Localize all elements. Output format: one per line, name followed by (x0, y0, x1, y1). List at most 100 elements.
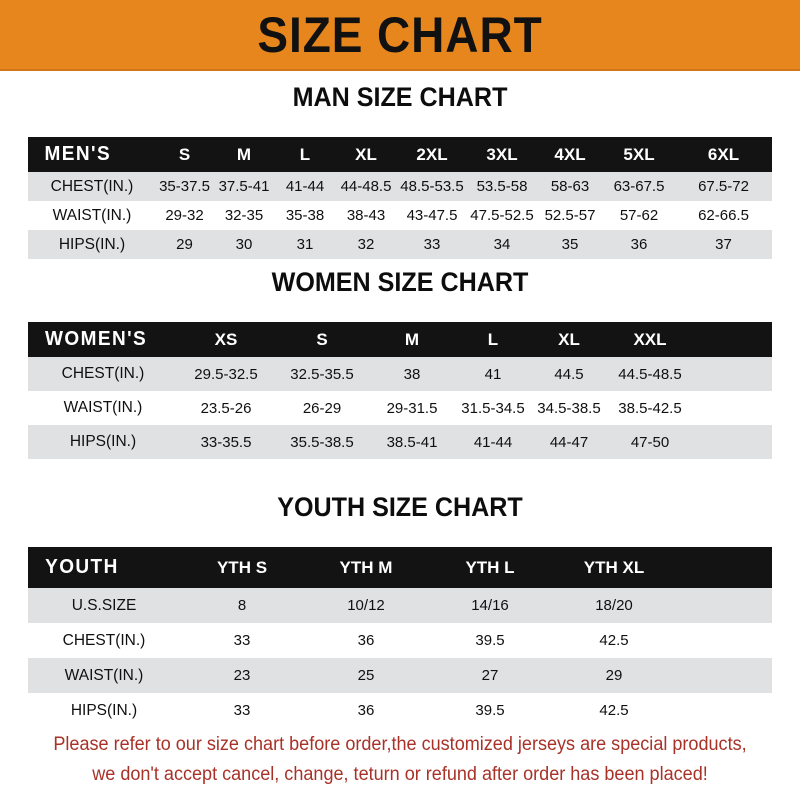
youth-chest-xl: 42.5 (599, 632, 629, 649)
men-col-header-xl: XL (355, 144, 377, 164)
youth-ussize-spacer (676, 588, 772, 623)
men-hips-m: 30 (235, 236, 253, 253)
men-chest-s: 35-37.5 (159, 178, 210, 195)
men-chest-6xl: 67.5-72 (698, 178, 749, 195)
women-hips-xl: 44-47 (549, 433, 589, 451)
women-section-title: WOMEN SIZE CHART (271, 267, 529, 297)
women-chest-xxl: 44.5-48.5 (618, 365, 682, 383)
table-row: WAIST(IN.) 23.5-26 26-29 29-31.5 31.5-34… (28, 391, 772, 425)
table-row: CHEST(IN.) 35-37.5 37.5-41 41-44 44-48.5… (28, 172, 772, 201)
women-chest-m: 38 (403, 365, 421, 383)
men-col-header-m: M (236, 144, 252, 164)
table-row: HIPS(IN.) 29 30 31 32 33 34 35 36 37 (28, 230, 772, 259)
footer-notice-line-2: we don't accept cancel, change, teturn o… (92, 764, 708, 785)
youth-waist-m: 25 (357, 667, 375, 684)
women-col-header-s: S (316, 329, 328, 349)
men-col-header-2xl: 2XL (416, 144, 448, 164)
table-row: CHEST(IN.) 33 36 39.5 42.5 (28, 623, 772, 658)
youth-hips-s: 33 (233, 702, 251, 719)
youth-row-label-hips: HIPS(IN.) (70, 701, 138, 719)
men-row-label-waist: WAIST(IN.) (52, 206, 132, 224)
youth-chest-spacer (676, 623, 772, 658)
men-row-label-chest: CHEST(IN.) (50, 177, 134, 195)
women-header-row: WOMEN'S XS S M L XL XXL (28, 322, 772, 357)
page-banner: SIZE CHART (0, 0, 800, 71)
youth-row-label-chest: CHEST(IN.) (62, 631, 146, 649)
men-chest-l: 41-44 (285, 178, 325, 195)
women-chest-xl: 44.5 (554, 365, 584, 383)
women-waist-xs: 23.5-26 (200, 399, 252, 417)
men-col-header-4xl: 4XL (554, 144, 586, 164)
youth-row-label-waist: WAIST(IN.) (64, 666, 144, 684)
men-chest-xl: 44-48.5 (340, 178, 392, 195)
women-size-table: WOMEN'S XS S M L XL XXL CHEST(IN.) 29.5-… (28, 322, 772, 459)
youth-section-title: YOUTH SIZE CHART (277, 492, 523, 522)
footer-notice-line-1: Please refer to our size chart before or… (53, 734, 747, 755)
women-hips-xs: 33-35.5 (200, 433, 252, 451)
women-col-header-m: M (404, 329, 420, 349)
youth-size-table: YOUTH YTH S YTH M YTH L YTH XL U.S.SIZE … (28, 547, 772, 728)
women-row-label-chest: CHEST(IN.) (61, 365, 145, 382)
table-row: HIPS(IN.) 33 36 39.5 42.5 (28, 693, 772, 728)
men-hips-4xl: 35 (561, 236, 579, 253)
men-chest-3xl: 53.5-58 (476, 178, 528, 195)
page-title: SIZE CHART (257, 6, 543, 63)
youth-section-title-wrap: YOUTH SIZE CHART (0, 492, 800, 522)
women-section-title-wrap: WOMEN SIZE CHART (0, 267, 800, 297)
men-col-header-3xl: 3XL (486, 144, 518, 164)
men-col-header-6xl: 6XL (707, 144, 740, 164)
men-hips-s: 29 (176, 236, 193, 253)
youth-ussize-xl: 18/20 (595, 597, 633, 614)
men-waist-2xl: 43-47.5 (406, 207, 458, 224)
youth-waist-l: 27 (481, 667, 499, 684)
youth-hips-m: 36 (357, 702, 375, 719)
youth-header-label: YOUTH (45, 556, 119, 578)
man-section-title: MAN SIZE CHART (292, 82, 508, 112)
women-waist-xl: 34.5-38.5 (537, 399, 601, 417)
women-col-header-xl: XL (558, 329, 580, 349)
men-chest-5xl: 63-67.5 (613, 178, 665, 195)
men-size-table-wrap: MEN'S S M L XL 2XL 3XL 4XL 5XL 6XL CHEST… (0, 137, 800, 259)
table-row: U.S.SIZE 8 10/12 14/16 18/20 (28, 588, 772, 623)
women-waist-spacer (694, 391, 772, 425)
man-section-title-wrap: MAN SIZE CHART (0, 82, 800, 112)
table-row: WAIST(IN.) 29-32 32-35 35-38 38-43 43-47… (28, 201, 772, 230)
youth-col-header-xl: YTH XL (583, 557, 645, 577)
men-chest-4xl: 58-63 (550, 178, 590, 195)
women-chest-s: 32.5-35.5 (290, 365, 354, 383)
women-chest-xs: 29.5-32.5 (194, 365, 258, 383)
youth-chest-s: 33 (233, 632, 251, 649)
youth-col-header-l: YTH L (465, 557, 515, 577)
women-waist-xxl: 38.5-42.5 (618, 399, 682, 417)
men-col-header-l: L (299, 144, 311, 164)
men-waist-l: 35-38 (285, 207, 325, 224)
women-waist-s: 26-29 (302, 399, 342, 417)
youth-col-header-s: YTH S (216, 557, 268, 577)
men-hips-l: 31 (296, 236, 314, 253)
youth-waist-s: 23 (233, 667, 251, 684)
women-header-label: WOMEN'S (45, 328, 148, 350)
footer-notice: Please refer to our size chart before or… (20, 730, 780, 790)
men-hips-xl: 32 (357, 236, 375, 253)
men-waist-s: 29-32 (165, 207, 204, 224)
women-hips-l: 41-44 (473, 433, 513, 451)
men-waist-6xl: 62-66.5 (698, 207, 749, 224)
youth-ussize-s: 8 (237, 597, 247, 614)
women-chest-l: 41 (484, 365, 502, 383)
men-chest-m: 37.5-41 (218, 178, 270, 195)
youth-hips-xl: 42.5 (599, 702, 629, 719)
women-hips-s: 35.5-38.5 (290, 433, 354, 451)
youth-header-spacer (676, 547, 772, 588)
men-header-row: MEN'S S M L XL 2XL 3XL 4XL 5XL 6XL (28, 137, 772, 172)
youth-chest-m: 36 (357, 632, 375, 649)
youth-waist-spacer (676, 658, 772, 693)
men-col-header-5xl: 5XL (623, 144, 655, 164)
women-header-spacer (694, 322, 772, 357)
youth-hips-l: 39.5 (475, 702, 505, 719)
women-row-label-waist: WAIST(IN.) (63, 399, 143, 416)
men-waist-m: 32-35 (224, 207, 264, 224)
men-hips-6xl: 37 (715, 236, 732, 253)
youth-ussize-m: 10/12 (347, 597, 385, 614)
women-col-header-xs: XS (214, 329, 238, 349)
